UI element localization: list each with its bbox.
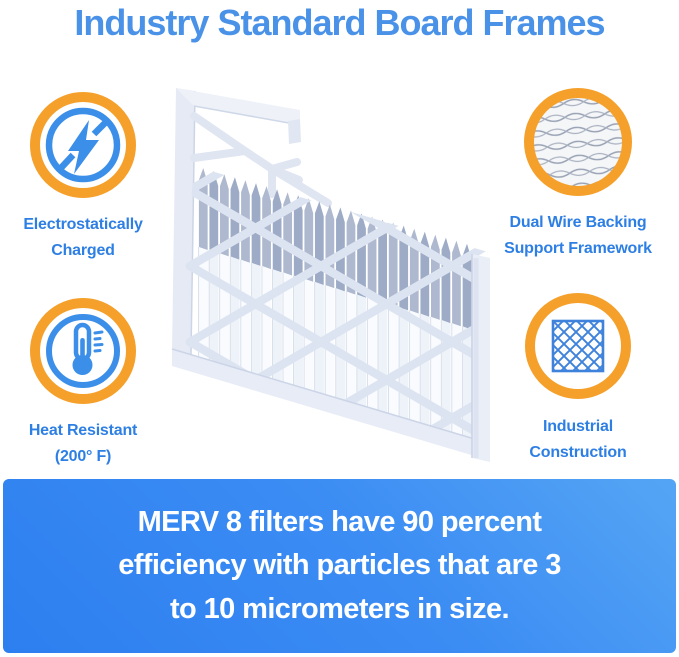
merv-info-banner: MERV 8 filters have 90 percent efficienc…: [3, 479, 676, 653]
feature-label-line: Electrostatically: [23, 216, 143, 233]
feature-label-line: (200° F): [54, 447, 112, 465]
feature-label-line: Industrial: [542, 418, 613, 435]
feature-label-wire: Dual Wire Backing Support Framework: [493, 210, 663, 262]
air-filter-illustration: [171, 88, 490, 462]
banner-line: MERV 8 filters have 90 percent: [137, 505, 542, 538]
thermometer-icon: [30, 298, 136, 404]
lightning-icon: [30, 92, 136, 198]
diamond-lattice-icon: [525, 293, 631, 399]
wire-mesh-icon: [524, 88, 632, 196]
filter-frame-top: [176, 88, 300, 125]
feature-label-heat: Heat Resistant (200° F): [8, 418, 158, 470]
page-title: Industry Standard Board Frames: [74, 2, 605, 43]
feature-label-line: Support Framework: [504, 239, 652, 257]
filter-frame-bottom: [172, 349, 488, 460]
banner-line: to 10 micrometers in size.: [170, 592, 510, 625]
feature-label-electrostatic: Electrostatically Charged: [8, 212, 158, 264]
feature-label-line: Construction: [529, 443, 627, 461]
feature-label-line: Heat Resistant: [28, 422, 138, 439]
feature-label-line: Charged: [51, 241, 115, 259]
filter-pleats: [198, 168, 472, 440]
feature-label-line: Dual Wire Backing: [509, 214, 647, 231]
filter-lattice-struts: [190, 112, 332, 207]
feature-electrostatic: Electrostatically Charged: [8, 90, 158, 264]
feature-label-industrial: Industrial Construction: [493, 414, 663, 466]
feature-heat-resistant: Heat Resistant (200° F): [8, 296, 158, 470]
feature-industrial: Industrial Construction: [493, 290, 663, 466]
banner-line: efficiency with particles that are 3: [118, 549, 561, 582]
filter-frame-left: [172, 88, 195, 355]
feature-wire-backing: Dual Wire Backing Support Framework: [493, 86, 663, 262]
